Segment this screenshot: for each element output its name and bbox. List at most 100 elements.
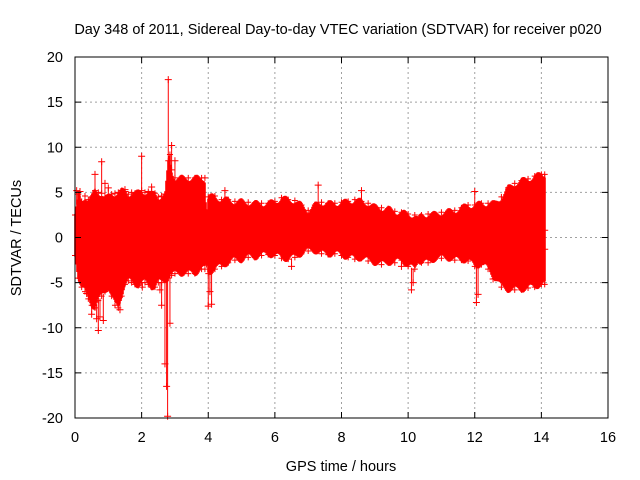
outlier-point [471,187,479,195]
data-point [88,193,95,200]
data-point [525,175,532,182]
outlier-point [98,158,106,166]
outlier-point [163,382,171,390]
data-point [298,202,305,209]
data-point [118,187,125,194]
data-point [391,259,398,266]
data-point [238,257,245,264]
outlier-point [158,301,166,309]
y-tick-label: -15 [42,366,63,382]
y-tick-label: 15 [47,95,63,111]
chart-title: Day 348 of 2011, Sidereal Day-to-day VTE… [74,22,601,38]
outlier-point [472,298,480,306]
data-point [298,250,305,257]
data-point [203,261,210,268]
data-point [185,270,192,277]
data-point [451,257,458,264]
data-point [391,208,398,215]
data-point [511,180,518,187]
outlier-point [88,310,96,318]
data-point [278,194,285,201]
data-point [201,266,208,273]
outlier-point [474,290,482,298]
data-point [151,284,158,291]
y-tick-label: 20 [47,50,63,66]
data-point [378,261,385,268]
data-point [145,188,152,195]
data-point [385,259,392,266]
data-point [171,270,178,277]
data-point [231,198,238,205]
data-point [291,254,298,261]
y-tick-label: -10 [42,321,63,337]
data-point [305,248,312,255]
data-point [111,302,118,309]
x-tick-label: 4 [204,430,212,446]
y-tick-label: -5 [50,276,63,292]
data-point [191,270,198,277]
data-point [305,207,312,214]
data-point [271,252,278,259]
data-point [225,196,232,203]
data-point [131,190,138,197]
outlier-point [73,187,81,195]
outlier-point [148,183,156,191]
data-point [75,275,82,282]
data-point [211,266,218,273]
data-point [518,286,525,293]
data-point [525,285,532,292]
data-point [85,196,92,203]
outlier-point [171,157,179,165]
data-point [505,286,512,293]
outlier-point [91,170,99,178]
data-point [131,281,138,288]
data-point [365,257,372,264]
x-tick-label: 12 [467,430,483,446]
x-tick-label: 10 [400,430,416,446]
axis-ticks [74,56,609,419]
data-point [291,197,298,204]
data-point [371,203,378,210]
data-point [78,284,85,291]
data-point [338,252,345,259]
outlier-point [221,187,229,195]
outlier-point [166,319,174,327]
data-point [431,256,438,263]
data-point [385,205,392,212]
data-point [178,270,185,277]
outlier-point [208,300,216,308]
data-point [465,257,472,264]
y-tick-label: 5 [55,185,63,201]
data-point [108,191,115,198]
data-point [498,193,505,200]
data-point [218,263,225,270]
outlier-point [288,262,296,270]
data-point [331,250,338,257]
outlier-point [138,152,146,160]
data-point [265,251,272,258]
outlier-point [541,245,549,253]
data-point [211,192,218,199]
outlier-point [99,317,107,325]
data-point [445,255,452,262]
data-point [431,211,438,218]
y-tick-label: 10 [47,140,63,156]
outlier-point [357,187,365,195]
data-point [418,259,425,266]
data-point [128,279,135,286]
outlier-point [156,286,164,294]
data-point [478,261,485,268]
data-point [111,190,118,197]
data-point [101,288,108,295]
data-point [405,263,412,270]
data-point [155,193,162,200]
data-point [311,248,318,255]
outlier-point [206,288,214,296]
outlier-point [93,315,101,323]
outlier-point [397,262,405,270]
data-point [135,282,142,289]
data-point [258,200,265,207]
data-point [518,177,525,184]
outlier-point [96,313,104,321]
data-point [251,254,258,261]
